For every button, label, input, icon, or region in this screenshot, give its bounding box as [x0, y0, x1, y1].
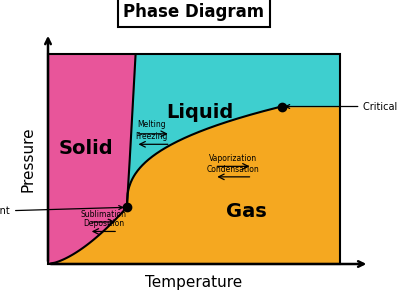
Text: Solid: Solid	[59, 139, 113, 158]
Text: Critical Point: Critical Point	[286, 101, 400, 112]
Polygon shape	[127, 54, 340, 207]
Text: Melting: Melting	[137, 119, 166, 128]
Text: Freezing: Freezing	[136, 132, 168, 141]
Text: Sublimation: Sublimation	[80, 210, 126, 219]
Polygon shape	[48, 106, 340, 264]
Text: Pressure: Pressure	[20, 126, 35, 192]
Text: Temperature: Temperature	[145, 275, 243, 290]
Text: Gas: Gas	[226, 202, 267, 221]
Text: Liquid: Liquid	[166, 103, 234, 122]
Text: Triple Point: Triple Point	[0, 206, 123, 217]
Text: Vaporization: Vaporization	[209, 154, 258, 163]
Polygon shape	[48, 54, 136, 264]
Text: Condensation: Condensation	[207, 165, 260, 174]
Text: Phase Diagram: Phase Diagram	[124, 3, 264, 21]
Text: Deposition: Deposition	[83, 219, 124, 228]
